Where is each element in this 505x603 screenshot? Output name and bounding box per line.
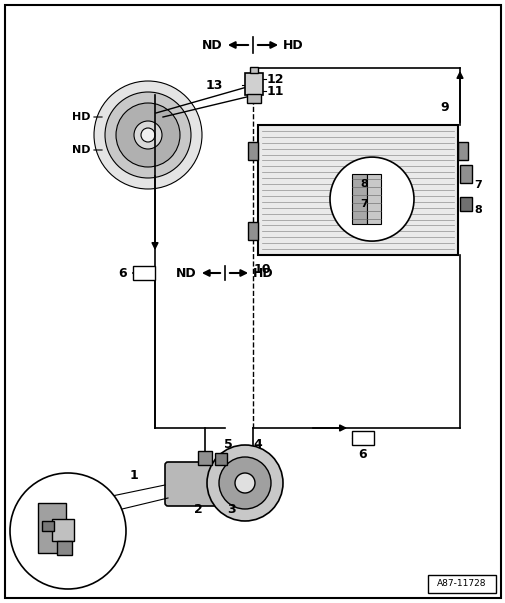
Bar bbox=[247, 222, 258, 240]
Text: A87-11728: A87-11728 bbox=[436, 579, 486, 589]
Bar bbox=[57, 541, 72, 555]
Circle shape bbox=[116, 103, 180, 167]
Bar bbox=[52, 519, 74, 541]
Text: HD: HD bbox=[252, 267, 273, 280]
Text: ND: ND bbox=[176, 267, 196, 280]
Circle shape bbox=[207, 445, 282, 521]
Bar bbox=[249, 67, 258, 73]
Circle shape bbox=[234, 473, 255, 493]
Text: 10: 10 bbox=[254, 263, 271, 276]
Text: HD: HD bbox=[72, 112, 90, 122]
Text: 2: 2 bbox=[193, 503, 202, 516]
Circle shape bbox=[329, 157, 413, 241]
Text: 4: 4 bbox=[253, 438, 262, 451]
Text: HD: HD bbox=[282, 39, 303, 51]
Bar bbox=[459, 197, 471, 211]
Text: 1: 1 bbox=[130, 469, 138, 482]
Bar bbox=[258, 125, 457, 255]
Bar bbox=[457, 142, 467, 160]
Bar bbox=[197, 451, 212, 465]
Bar bbox=[427, 575, 495, 593]
Text: 12: 12 bbox=[267, 72, 284, 86]
Circle shape bbox=[141, 128, 155, 142]
Bar bbox=[247, 142, 258, 160]
Text: 7: 7 bbox=[473, 180, 481, 190]
Circle shape bbox=[134, 121, 162, 149]
Bar bbox=[133, 266, 155, 280]
Bar bbox=[366, 174, 380, 224]
Text: 5: 5 bbox=[223, 438, 232, 451]
Circle shape bbox=[94, 81, 201, 189]
Bar bbox=[459, 165, 471, 183]
Bar bbox=[351, 174, 366, 224]
Text: 6: 6 bbox=[118, 267, 126, 280]
Text: 6: 6 bbox=[358, 449, 366, 461]
Text: ND: ND bbox=[202, 39, 223, 51]
Text: 13: 13 bbox=[205, 78, 223, 92]
Bar bbox=[244, 73, 263, 95]
Circle shape bbox=[105, 92, 190, 178]
Bar bbox=[351, 431, 373, 445]
Bar bbox=[38, 503, 66, 553]
Bar bbox=[215, 453, 227, 465]
Text: 11: 11 bbox=[267, 84, 284, 98]
Text: 3: 3 bbox=[227, 503, 236, 516]
Circle shape bbox=[10, 473, 126, 589]
Circle shape bbox=[219, 457, 271, 509]
Bar bbox=[246, 94, 261, 103]
Text: 9: 9 bbox=[439, 101, 448, 114]
Text: 8: 8 bbox=[473, 205, 481, 215]
Text: 8: 8 bbox=[359, 179, 367, 189]
Text: ND: ND bbox=[72, 145, 90, 155]
Text: 7: 7 bbox=[359, 199, 367, 209]
FancyBboxPatch shape bbox=[165, 462, 231, 506]
Bar bbox=[42, 521, 54, 531]
